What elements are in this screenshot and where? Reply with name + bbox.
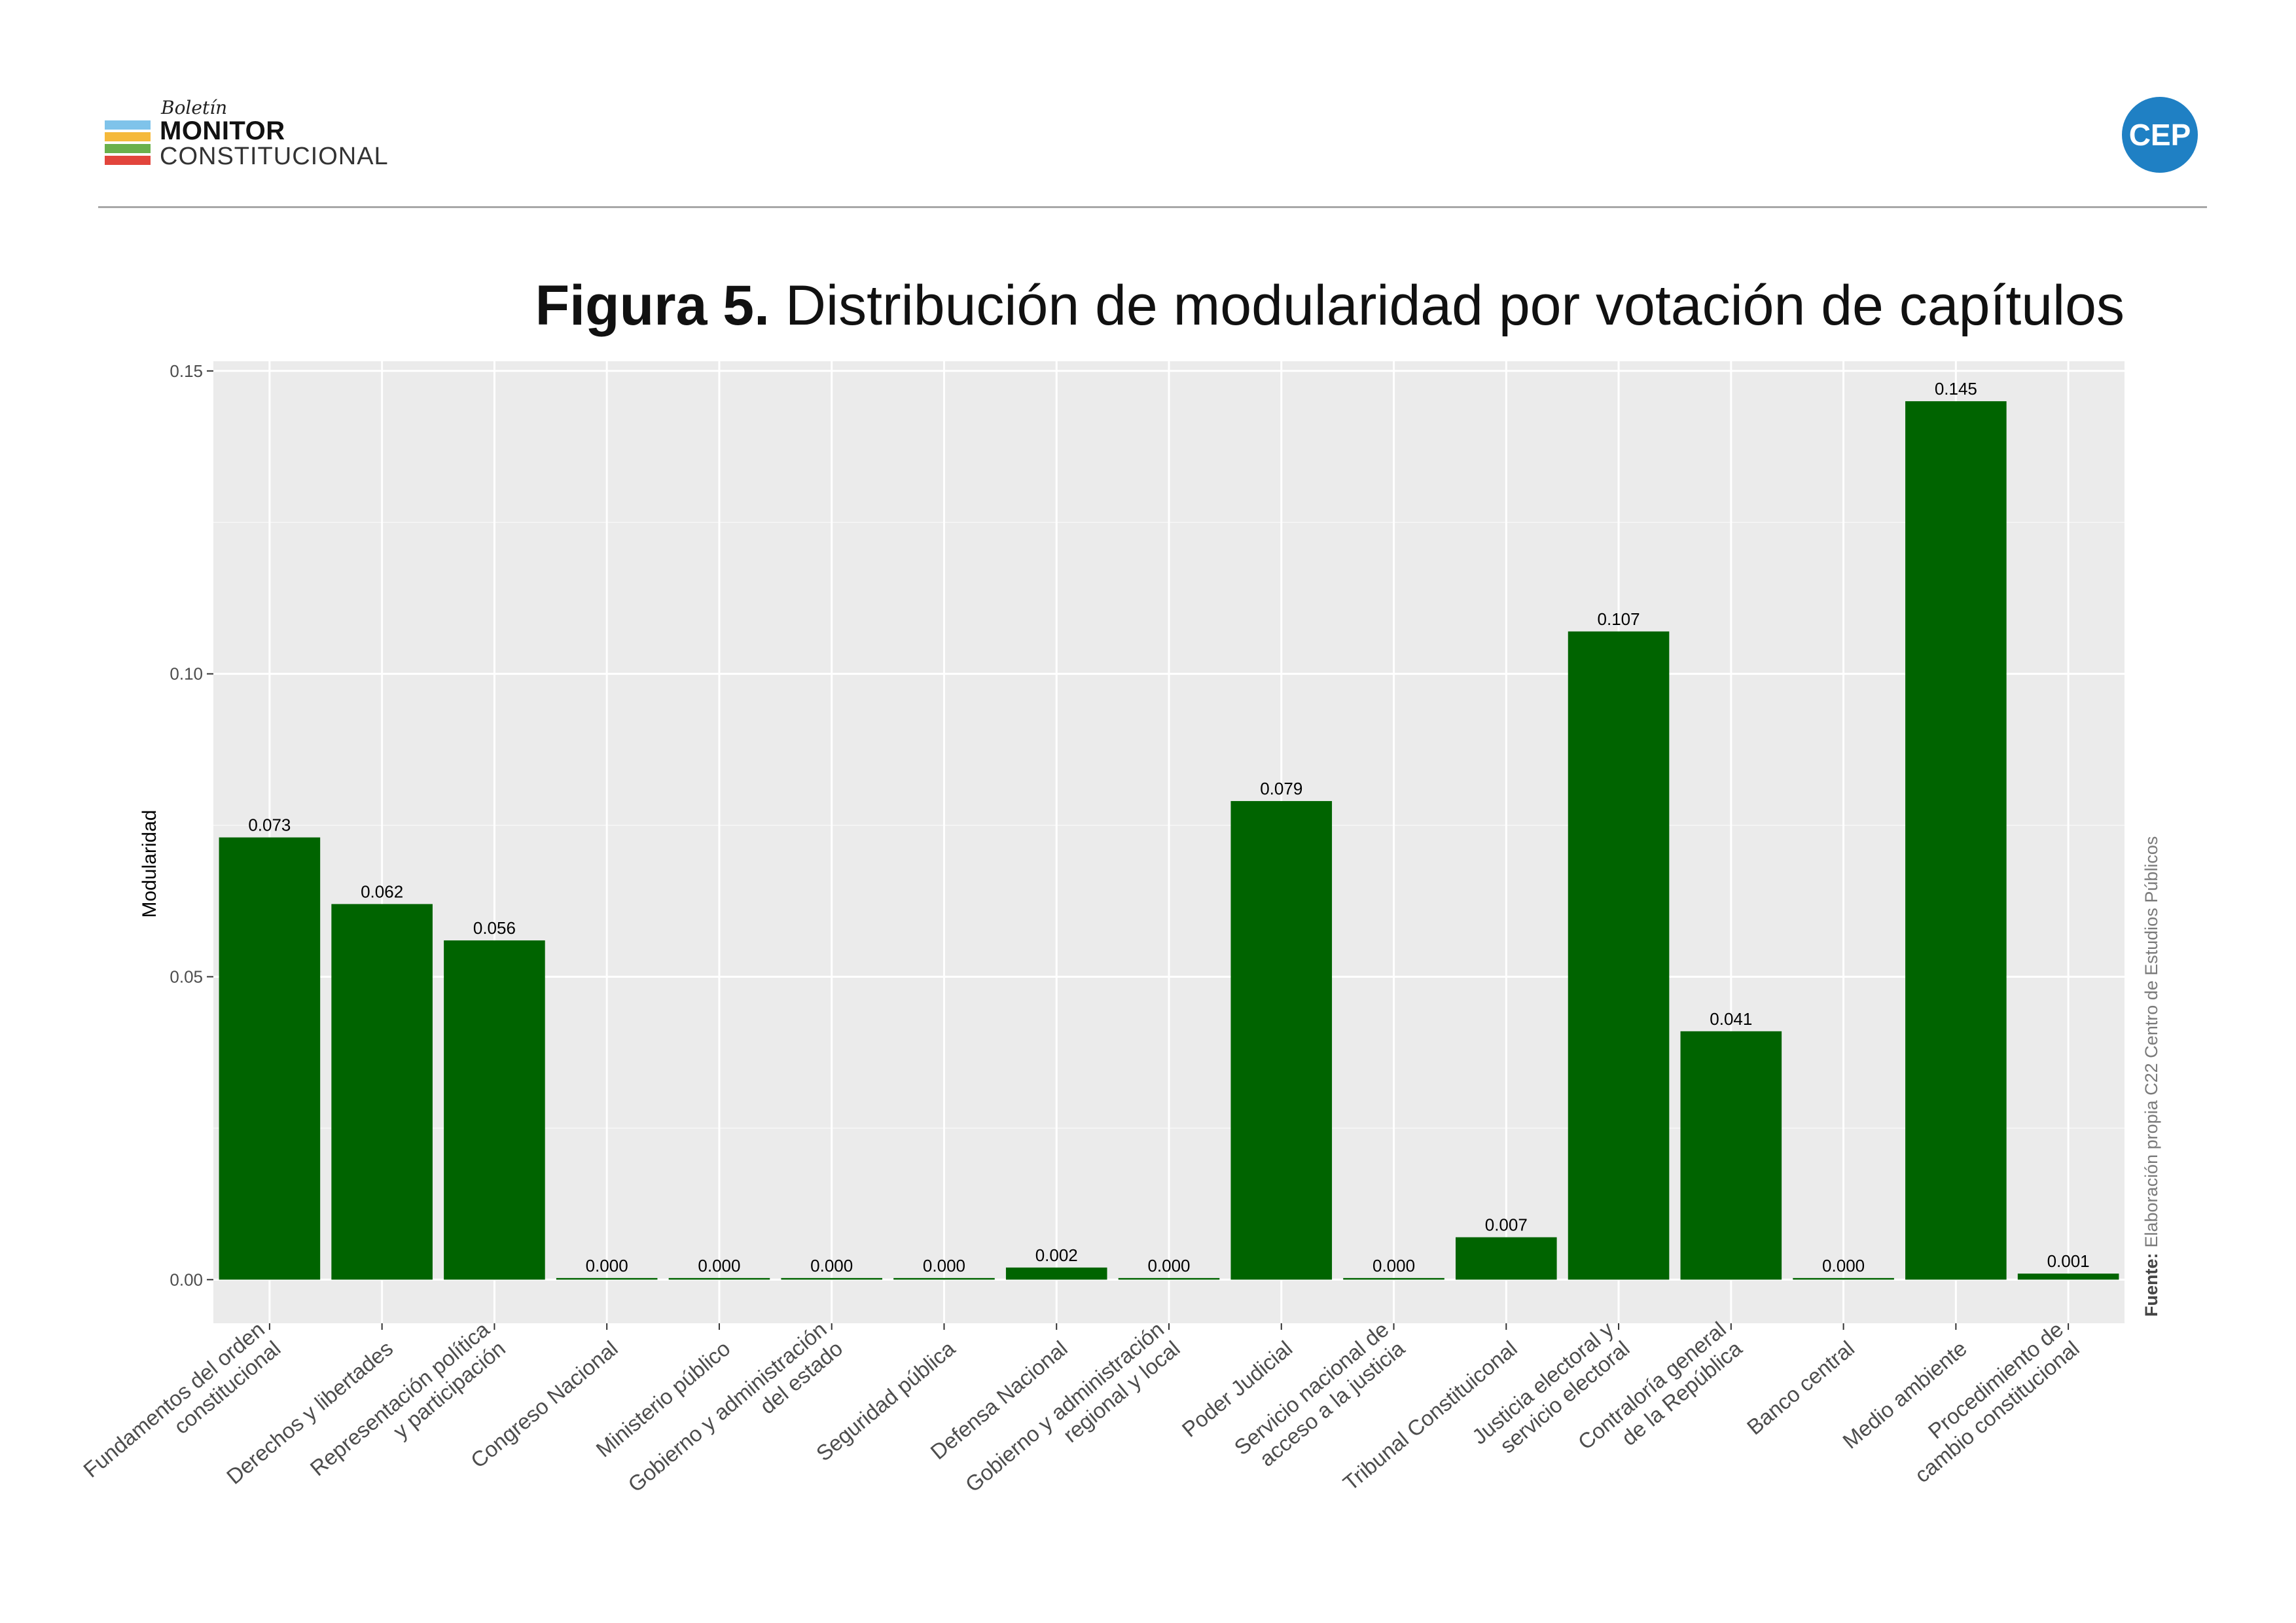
bar xyxy=(556,1277,658,1280)
logo-bar-green xyxy=(105,144,151,153)
bar xyxy=(444,940,545,1280)
bar xyxy=(219,837,321,1280)
header-divider xyxy=(98,206,2207,208)
bar-value-label: 0.107 xyxy=(1598,609,1640,629)
y-tick-label: 0.00 xyxy=(170,1270,203,1289)
x-tick-label-line: Banco central xyxy=(1742,1336,1859,1439)
y-tick-label: 0.05 xyxy=(170,967,203,987)
figure-label: Figura 5. xyxy=(535,274,770,337)
x-tick-label: Justicia electoral yservicio electoral xyxy=(1467,1317,1634,1468)
bars xyxy=(219,401,2119,1280)
bar-value-label: 0.001 xyxy=(2047,1251,2090,1271)
logo-bar-yellow xyxy=(105,132,151,141)
bar-value-label: 0.007 xyxy=(1485,1215,1528,1235)
bar-value-label: 0.056 xyxy=(473,918,516,938)
bar xyxy=(781,1277,882,1280)
bar xyxy=(1680,1031,1782,1280)
bar-value-label: 0.000 xyxy=(1372,1256,1415,1275)
figure-title-text: Distribución de modularidad por votación… xyxy=(785,274,2125,337)
cep-logo-badge: CEP xyxy=(2122,97,2198,173)
bar-value-label: 0.079 xyxy=(1260,779,1302,798)
bar-value-label: 0.000 xyxy=(1822,1256,1865,1275)
bar xyxy=(1905,401,2007,1280)
figure-title: Figura 5. Distribución de modularidad po… xyxy=(535,274,2125,338)
bar xyxy=(668,1277,770,1280)
bar-value-label: 0.000 xyxy=(810,1256,853,1275)
x-axis: Fundamentos del ordenconstitucionalDerec… xyxy=(79,1317,2084,1500)
bar xyxy=(2017,1274,2119,1280)
value-labels: 0.073 0.062 0.056 0.000 0.000 0.000 0.000 0.002… xyxy=(248,379,2089,1275)
logo-boletin-text: Boletín xyxy=(161,97,228,118)
bar-value-label: 0.073 xyxy=(248,815,291,835)
bar xyxy=(1005,1267,1107,1280)
x-tick-label: Procedimiento decambio constitucional xyxy=(1894,1317,2084,1487)
bar-value-label: 0.000 xyxy=(1147,1256,1190,1275)
y-tick-label: 0.15 xyxy=(170,361,203,381)
x-tick-label: Representación políticay participación xyxy=(306,1317,511,1500)
bar-value-label: 0.145 xyxy=(1935,379,1977,399)
source-text: Elaboración propia C22 Centro de Estudio… xyxy=(2142,836,2161,1248)
bar-value-label: 0.000 xyxy=(923,1256,965,1275)
bar-value-label: 0.062 xyxy=(361,882,403,901)
bar-value-label: 0.002 xyxy=(1035,1245,1078,1265)
source-label: Fuente: xyxy=(2142,1253,2161,1317)
bar-value-label: 0.000 xyxy=(586,1256,628,1275)
bar xyxy=(893,1277,995,1280)
bar xyxy=(1118,1277,1220,1280)
bar xyxy=(1793,1277,1894,1280)
monitor-constitucional-logo: Boletín MONITOR CONSTITUCIONAL xyxy=(98,97,439,170)
logo-constitucional-text: CONSTITUCIONAL xyxy=(160,143,389,170)
source-note: Fuente: Elaboración propia C22 Centro de … xyxy=(2142,836,2161,1317)
bar xyxy=(1456,1237,1557,1280)
bar xyxy=(1568,631,1670,1280)
y-axis-title: Modularidad xyxy=(139,810,160,918)
bar xyxy=(331,904,433,1280)
bar xyxy=(1343,1277,1444,1280)
y-axis: 0.00 0.05 0.10 0.15 xyxy=(170,361,213,1289)
y-tick-label: 0.10 xyxy=(170,664,203,684)
bar xyxy=(1230,801,1333,1280)
bar-value-label: 0.041 xyxy=(1710,1009,1752,1029)
logo-monitor-text: MONITOR xyxy=(160,116,285,145)
x-tick-label: Banco central xyxy=(1742,1336,1859,1439)
logo-bar-red xyxy=(105,156,151,165)
bar-value-label: 0.000 xyxy=(698,1256,740,1275)
logo-bar-blue xyxy=(105,120,151,130)
